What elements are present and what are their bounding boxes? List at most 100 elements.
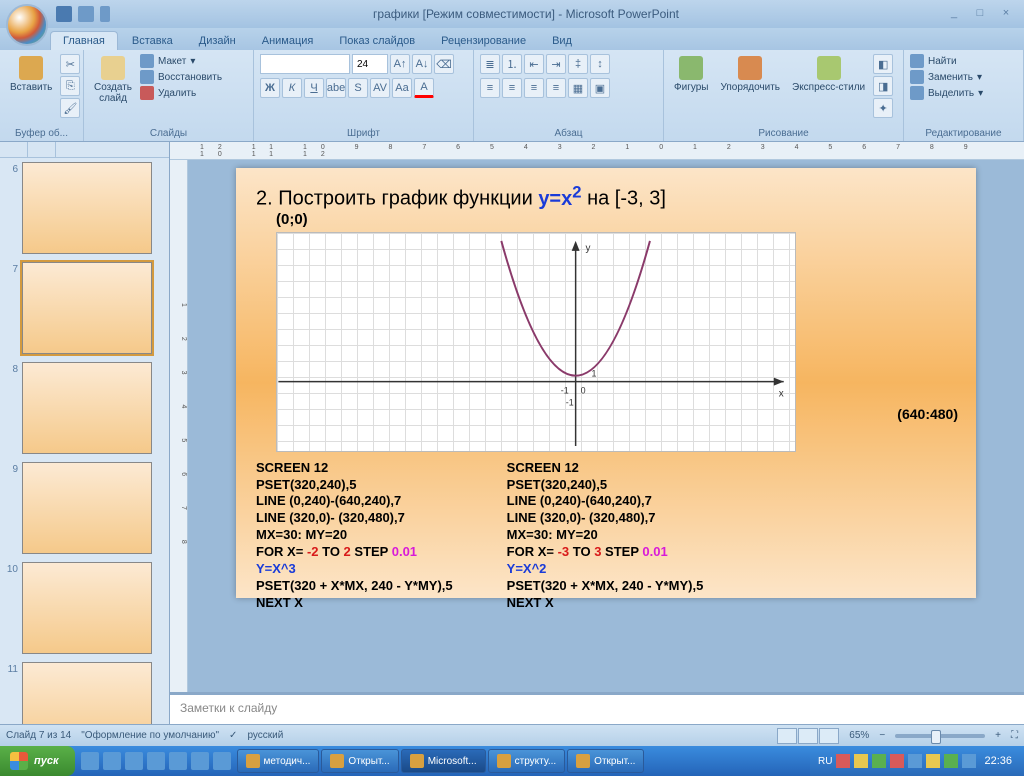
ribbon-tab-Вставка[interactable]: Вставка [120,32,185,50]
quick-styles-button[interactable]: Экспресс-стили [788,54,869,95]
new-slide-button[interactable]: Создать слайд [90,54,136,106]
justify-icon[interactable]: ≡ [546,78,566,98]
bullets-icon[interactable]: ≣ [480,54,500,74]
shape-fill-icon[interactable]: ◧ [873,54,893,74]
redo-icon[interactable] [100,6,110,22]
cut-icon[interactable]: ✂ [60,54,80,74]
numbering-icon[interactable]: ⒈ [502,54,522,74]
shrink-font-icon[interactable]: A↓ [412,54,432,74]
tray-icon[interactable] [854,754,868,768]
ql-icon[interactable] [169,752,187,770]
minimize-button[interactable]: _ [942,6,966,22]
reset-button[interactable]: Восстановить [140,70,222,84]
line-spacing-icon[interactable]: ‡ [568,54,588,74]
thumbnail-list[interactable]: 678910 11 [0,158,169,724]
paste-button[interactable]: Вставить [6,54,56,95]
fit-window-icon[interactable]: ⛶ [1011,730,1018,741]
ql-icon[interactable] [213,752,231,770]
taskbar-task[interactable]: Открыт... [321,749,398,773]
taskbar-task[interactable]: Открыт... [567,749,644,773]
start-button[interactable]: пуск [0,746,75,776]
tray-icon[interactable] [836,754,850,768]
case-icon[interactable]: Aa [392,78,412,98]
thumbnail-slide[interactable]: 11 [2,662,165,724]
indent-less-icon[interactable]: ⇤ [524,54,544,74]
grow-font-icon[interactable]: A↑ [390,54,410,74]
shape-outline-icon[interactable]: ◨ [873,76,893,96]
tray-icon[interactable] [890,754,904,768]
indent-more-icon[interactable]: ⇥ [546,54,566,74]
taskbar-task[interactable]: методич... [237,749,320,773]
zoom-out-icon[interactable]: − [879,730,885,741]
slide-canvas[interactable]: 2. Построить график функции y=x2 на [-3,… [188,160,1024,692]
align-left-icon[interactable]: ≡ [480,78,500,98]
align-center-icon[interactable]: ≡ [502,78,522,98]
maximize-button[interactable]: □ [968,6,992,22]
sorter-view-icon[interactable] [798,728,818,744]
ql-icon[interactable] [125,752,143,770]
ql-icon[interactable] [103,752,121,770]
tray-icon[interactable] [926,754,940,768]
italic-icon[interactable]: К [282,78,302,98]
ribbon-tab-Рецензирование[interactable]: Рецензирование [429,32,538,50]
convert-smartart-icon[interactable]: ▣ [590,78,610,98]
tray-icon[interactable] [962,754,976,768]
font-color-icon[interactable]: A [414,78,434,98]
zoom-level[interactable]: 65% [849,730,869,741]
input-lang[interactable]: RU [818,756,832,767]
clock[interactable]: 22:36 [980,755,1016,767]
ql-icon[interactable] [191,752,209,770]
shadow-icon[interactable]: S [348,78,368,98]
select-button[interactable]: Выделить ▾ [910,86,983,100]
notes-pane[interactable]: Заметки к слайду [170,692,1024,724]
ql-icon[interactable] [147,752,165,770]
thumbnail-slide[interactable]: 10 [2,562,165,654]
align-right-icon[interactable]: ≡ [524,78,544,98]
taskbar-task[interactable]: структу... [488,749,566,773]
undo-icon[interactable] [78,6,94,22]
clear-format-icon[interactable]: ⌫ [434,54,454,74]
office-button[interactable] [6,4,48,46]
ribbon-tab-Анимация[interactable]: Анимация [250,32,326,50]
current-slide[interactable]: 2. Построить график функции y=x2 на [-3,… [236,168,976,598]
thumbnail-slide[interactable]: 6 [2,162,165,254]
spacing-icon[interactable]: AV [370,78,390,98]
arrange-button[interactable]: Упорядочить [716,54,784,95]
ribbon-tab-Главная[interactable]: Главная [50,31,118,50]
slides-view-icon[interactable] [0,142,28,158]
language-indicator[interactable]: русский [247,730,283,741]
tray-icon[interactable] [908,754,922,768]
zoom-in-icon[interactable]: + [995,730,1001,741]
format-painter-icon[interactable]: 🖌 [60,98,80,118]
ribbon-tab-Вид[interactable]: Вид [540,32,584,50]
font-family-select[interactable] [260,54,350,74]
thumbnail-slide[interactable]: 8 [2,362,165,454]
bold-icon[interactable]: Ж [260,78,280,98]
font-size-select[interactable]: 24 [352,54,388,74]
thumbnail-slide[interactable]: 7 [2,262,165,354]
tray-icon[interactable] [872,754,886,768]
shape-effects-icon[interactable]: ✦ [873,98,893,118]
shapes-button[interactable]: Фигуры [670,54,712,95]
text-direction-icon[interactable]: ↕ [590,54,610,74]
thumbnail-slide[interactable]: 9 [2,462,165,554]
normal-view-icon[interactable] [777,728,797,744]
columns-icon[interactable]: ▦ [568,78,588,98]
taskbar-task[interactable]: Microsoft... [401,749,486,773]
spellcheck-icon[interactable]: ✓ [229,730,237,741]
slideshow-view-icon[interactable] [819,728,839,744]
tray-icon[interactable] [944,754,958,768]
delete-button[interactable]: Удалить [140,86,222,100]
copy-icon[interactable]: ⎘ [60,76,80,96]
find-button[interactable]: Найти [910,54,983,68]
ql-icon[interactable] [81,752,99,770]
layout-button[interactable]: Макет ▾ [140,54,222,68]
replace-button[interactable]: Заменить ▾ [910,70,983,84]
strike-icon[interactable]: abe [326,78,346,98]
save-icon[interactable] [56,6,72,22]
zoom-slider[interactable] [895,734,985,738]
outline-view-icon[interactable] [28,142,56,158]
ribbon-tab-Показ слайдов[interactable]: Показ слайдов [327,32,427,50]
underline-icon[interactable]: Ч [304,78,324,98]
ribbon-tab-Дизайн[interactable]: Дизайн [187,32,248,50]
